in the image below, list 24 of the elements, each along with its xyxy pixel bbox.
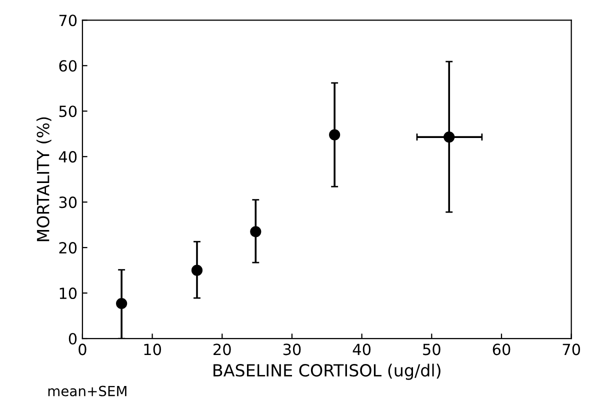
- x-tick-label: 10: [144, 344, 162, 356]
- x-tick-label: 40: [352, 344, 371, 356]
- x-tick-label: 60: [492, 344, 510, 356]
- y-tick-label: 20: [59, 242, 77, 254]
- y-tick-label: 0: [68, 332, 77, 345]
- x-tick-label: 30: [283, 344, 301, 356]
- y-axis-title: MORTALITY (%): [36, 117, 52, 242]
- point: [329, 129, 340, 140]
- x-tick-label: 0: [78, 344, 86, 356]
- y-tick-label: 60: [59, 60, 77, 72]
- y-tick-label: 70: [59, 14, 77, 26]
- x-axis-title: BASELINE CORTISOL (ug/dl): [214, 364, 440, 380]
- point: [444, 131, 455, 143]
- y-tick-label: 10: [60, 288, 77, 300]
- text: mean+SEM: [48, 386, 126, 396]
- point: [116, 298, 128, 310]
- x-tick-label: 70: [562, 344, 580, 356]
- point: [250, 226, 262, 238]
- y-tick-label: 50: [59, 106, 77, 118]
- point: [191, 264, 203, 276]
- x-tick-label: 50: [423, 344, 440, 356]
- y-tick-label: 40: [58, 151, 77, 163]
- y-tick-label: 30: [59, 196, 77, 208]
- x-tick-label: 20: [214, 344, 231, 356]
